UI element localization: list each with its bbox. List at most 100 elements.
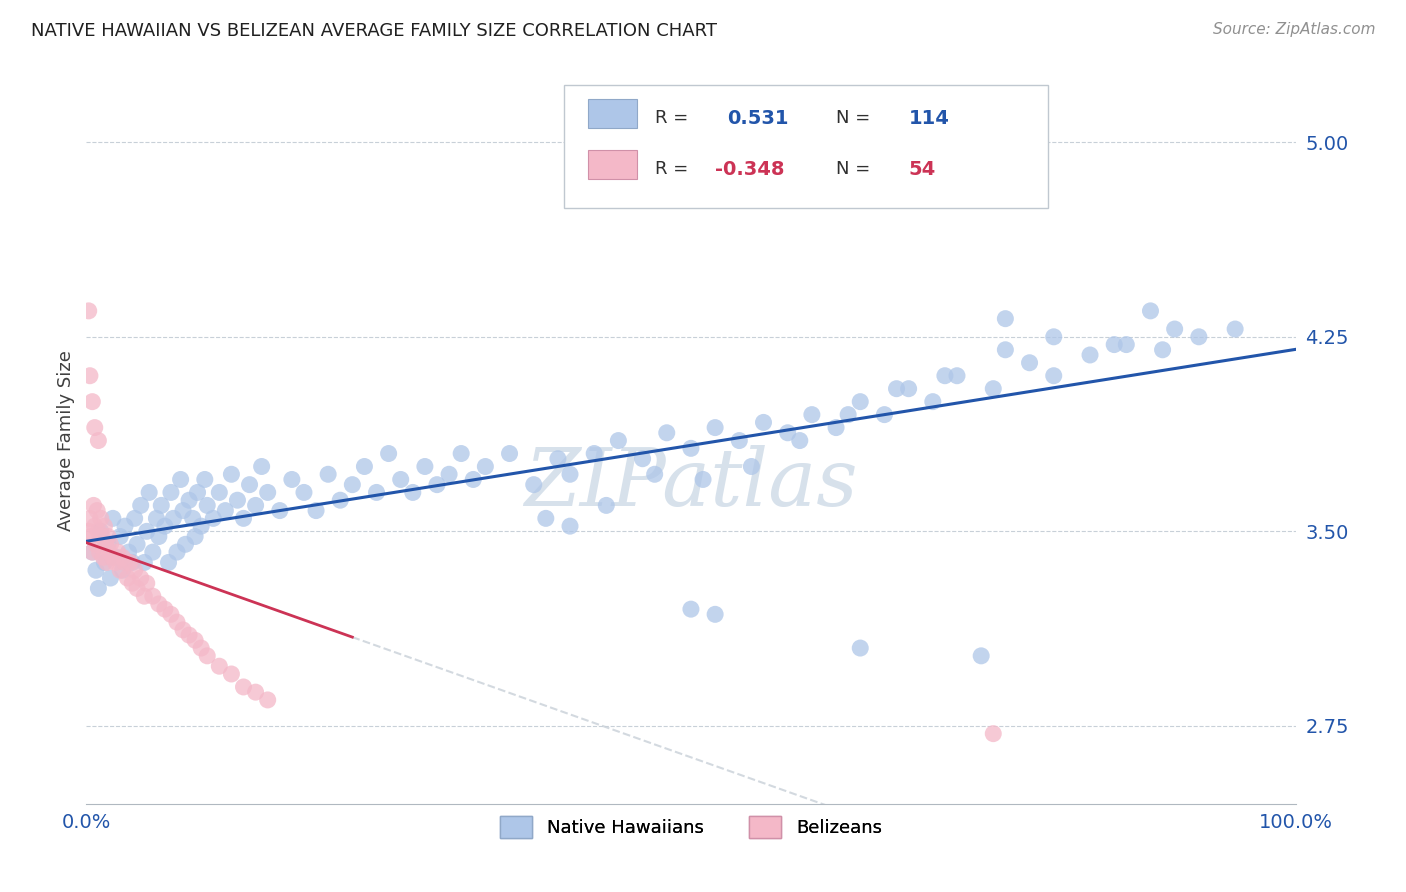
Point <box>970 648 993 663</box>
Point <box>342 477 364 491</box>
Point <box>269 503 291 517</box>
Point <box>82 545 104 559</box>
Point <box>101 511 124 525</box>
Point <box>77 524 100 539</box>
Point <box>498 446 520 460</box>
Point <box>114 519 136 533</box>
Point <box>316 467 339 482</box>
Point <box>79 368 101 383</box>
Point <box>523 477 546 491</box>
Point <box>704 420 727 434</box>
Point <box>644 467 666 482</box>
Point <box>1018 356 1040 370</box>
Point <box>195 648 218 663</box>
Point <box>181 511 204 525</box>
Point <box>1152 343 1174 357</box>
Point <box>776 425 799 440</box>
Point <box>221 667 243 681</box>
Point <box>184 529 207 543</box>
Point <box>389 473 412 487</box>
Point <box>91 529 114 543</box>
Point <box>108 563 131 577</box>
Point <box>177 628 200 642</box>
Point <box>245 499 267 513</box>
Point <box>837 408 859 422</box>
Point <box>83 420 105 434</box>
Text: NATIVE HAWAIIAN VS BELIZEAN AVERAGE FAMILY SIZE CORRELATION CHART: NATIVE HAWAIIAN VS BELIZEAN AVERAGE FAMI… <box>31 22 717 40</box>
Point <box>93 556 115 570</box>
Text: N =: N = <box>837 160 870 178</box>
Point <box>83 519 105 533</box>
Point <box>353 459 375 474</box>
Text: N =: N = <box>837 109 870 127</box>
Point <box>655 425 678 440</box>
Point <box>934 368 956 383</box>
Point <box>91 550 114 565</box>
Point <box>226 493 249 508</box>
Point <box>114 556 136 570</box>
Point <box>558 519 581 533</box>
Point <box>366 485 388 500</box>
Point <box>87 582 110 596</box>
Point <box>118 556 141 570</box>
Point <box>221 467 243 482</box>
Point <box>142 545 165 559</box>
Point <box>994 343 1017 357</box>
Point <box>129 499 152 513</box>
FancyBboxPatch shape <box>588 150 637 179</box>
Point <box>160 485 183 500</box>
Point <box>329 493 352 508</box>
Point <box>789 434 811 448</box>
Point <box>245 685 267 699</box>
Point <box>195 499 218 513</box>
Point <box>679 602 702 616</box>
Point <box>190 641 212 656</box>
Point <box>166 545 188 559</box>
Point <box>166 615 188 629</box>
Point <box>208 485 231 500</box>
Point <box>190 519 212 533</box>
Point <box>202 511 225 525</box>
Point <box>134 556 156 570</box>
Point <box>250 459 273 474</box>
Point <box>100 571 122 585</box>
Point <box>121 576 143 591</box>
Point <box>184 633 207 648</box>
Point <box>89 545 111 559</box>
Point <box>90 524 112 539</box>
Point <box>108 529 131 543</box>
Y-axis label: Average Family Size: Average Family Size <box>58 351 75 531</box>
Point <box>124 511 146 525</box>
Point <box>1078 348 1101 362</box>
Point <box>100 537 122 551</box>
Point <box>96 556 118 570</box>
Point <box>981 382 1004 396</box>
Point <box>90 511 112 525</box>
Point <box>292 485 315 500</box>
Point <box>82 545 104 559</box>
Point <box>135 576 157 591</box>
Point <box>256 693 278 707</box>
Point <box>402 485 425 500</box>
Text: R =: R = <box>655 109 688 127</box>
Point <box>107 545 129 559</box>
Point <box>1042 368 1064 383</box>
Point <box>238 477 260 491</box>
Point <box>77 304 100 318</box>
Point <box>97 529 120 543</box>
Point <box>413 459 436 474</box>
Point <box>679 442 702 456</box>
Legend: Native Hawaiians, Belizeans: Native Hawaiians, Belizeans <box>492 809 889 846</box>
Point <box>83 499 105 513</box>
Point <box>740 459 762 474</box>
Point <box>1115 337 1137 351</box>
Text: 0.531: 0.531 <box>727 109 789 128</box>
Point <box>921 394 943 409</box>
Text: ZIPatlas: ZIPatlas <box>524 445 858 523</box>
Point <box>121 556 143 570</box>
Point <box>897 382 920 396</box>
Point <box>558 467 581 482</box>
Point <box>174 537 197 551</box>
Point <box>463 473 485 487</box>
Point <box>148 529 170 543</box>
